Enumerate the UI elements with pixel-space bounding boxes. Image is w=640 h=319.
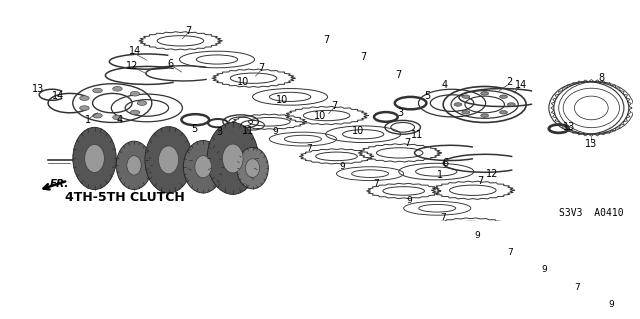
Ellipse shape bbox=[131, 92, 140, 96]
Text: 13: 13 bbox=[585, 139, 598, 149]
Text: 7: 7 bbox=[323, 35, 330, 45]
Text: 10: 10 bbox=[237, 77, 249, 87]
Text: 1: 1 bbox=[437, 170, 444, 180]
Text: 4TH-5TH CLUTCH: 4TH-5TH CLUTCH bbox=[65, 191, 185, 204]
Text: 7: 7 bbox=[477, 175, 484, 186]
Ellipse shape bbox=[462, 111, 470, 114]
Text: 7: 7 bbox=[508, 248, 513, 257]
Ellipse shape bbox=[481, 114, 488, 117]
Text: 8: 8 bbox=[598, 73, 604, 83]
Text: 4: 4 bbox=[441, 80, 447, 90]
Text: 13: 13 bbox=[563, 122, 575, 132]
Text: 7: 7 bbox=[306, 144, 312, 153]
Ellipse shape bbox=[159, 146, 179, 174]
Text: 9: 9 bbox=[340, 161, 346, 171]
Text: 9: 9 bbox=[608, 300, 614, 309]
Ellipse shape bbox=[116, 141, 152, 189]
Text: 5: 5 bbox=[191, 124, 197, 134]
Text: 7: 7 bbox=[575, 283, 580, 292]
Ellipse shape bbox=[127, 156, 141, 175]
Ellipse shape bbox=[237, 147, 268, 189]
Text: 9: 9 bbox=[474, 231, 479, 240]
Text: 9: 9 bbox=[273, 127, 278, 136]
Text: FR.: FR. bbox=[50, 179, 70, 189]
Text: 10: 10 bbox=[352, 126, 364, 136]
Text: 7: 7 bbox=[185, 26, 191, 36]
Ellipse shape bbox=[184, 140, 223, 193]
Text: 14: 14 bbox=[129, 46, 141, 56]
Ellipse shape bbox=[113, 115, 122, 120]
Text: 7: 7 bbox=[404, 138, 411, 148]
Text: 1: 1 bbox=[84, 115, 91, 125]
Text: 10: 10 bbox=[276, 95, 288, 105]
Text: 2: 2 bbox=[506, 77, 513, 87]
Text: 7: 7 bbox=[259, 63, 264, 73]
Text: 7: 7 bbox=[373, 179, 379, 188]
Text: 12: 12 bbox=[126, 62, 138, 71]
Text: 7: 7 bbox=[360, 52, 366, 63]
Text: 11: 11 bbox=[412, 130, 424, 140]
Text: 5: 5 bbox=[424, 91, 431, 101]
Ellipse shape bbox=[145, 127, 192, 193]
Text: 13: 13 bbox=[32, 84, 44, 94]
Ellipse shape bbox=[223, 144, 243, 173]
Ellipse shape bbox=[137, 101, 147, 105]
Ellipse shape bbox=[454, 103, 462, 106]
Ellipse shape bbox=[207, 122, 259, 194]
Ellipse shape bbox=[73, 127, 116, 189]
Text: 11: 11 bbox=[241, 126, 253, 136]
Ellipse shape bbox=[500, 95, 508, 98]
Text: 6: 6 bbox=[442, 158, 448, 168]
Ellipse shape bbox=[113, 86, 122, 91]
Text: 9: 9 bbox=[406, 196, 412, 205]
Text: 14: 14 bbox=[52, 91, 64, 101]
Text: 3: 3 bbox=[397, 108, 404, 118]
Text: 7: 7 bbox=[396, 70, 402, 80]
Text: 14: 14 bbox=[515, 80, 527, 90]
Text: 6: 6 bbox=[168, 59, 173, 69]
Ellipse shape bbox=[508, 103, 515, 106]
Text: 3: 3 bbox=[216, 127, 222, 137]
Text: 7: 7 bbox=[332, 101, 338, 111]
Ellipse shape bbox=[131, 110, 140, 115]
Ellipse shape bbox=[500, 111, 508, 114]
Ellipse shape bbox=[245, 159, 260, 177]
Text: S3V3  A0410: S3V3 A0410 bbox=[559, 208, 623, 218]
Ellipse shape bbox=[481, 92, 488, 95]
Text: 9: 9 bbox=[541, 265, 547, 274]
Ellipse shape bbox=[84, 145, 104, 173]
Ellipse shape bbox=[462, 95, 470, 98]
Text: 10: 10 bbox=[314, 111, 326, 121]
Ellipse shape bbox=[195, 156, 211, 178]
Text: 12: 12 bbox=[486, 169, 499, 179]
Text: 7: 7 bbox=[440, 213, 446, 222]
Text: 4: 4 bbox=[116, 115, 122, 125]
Ellipse shape bbox=[93, 113, 102, 118]
Ellipse shape bbox=[80, 106, 89, 110]
Ellipse shape bbox=[93, 88, 102, 93]
Ellipse shape bbox=[80, 96, 89, 100]
